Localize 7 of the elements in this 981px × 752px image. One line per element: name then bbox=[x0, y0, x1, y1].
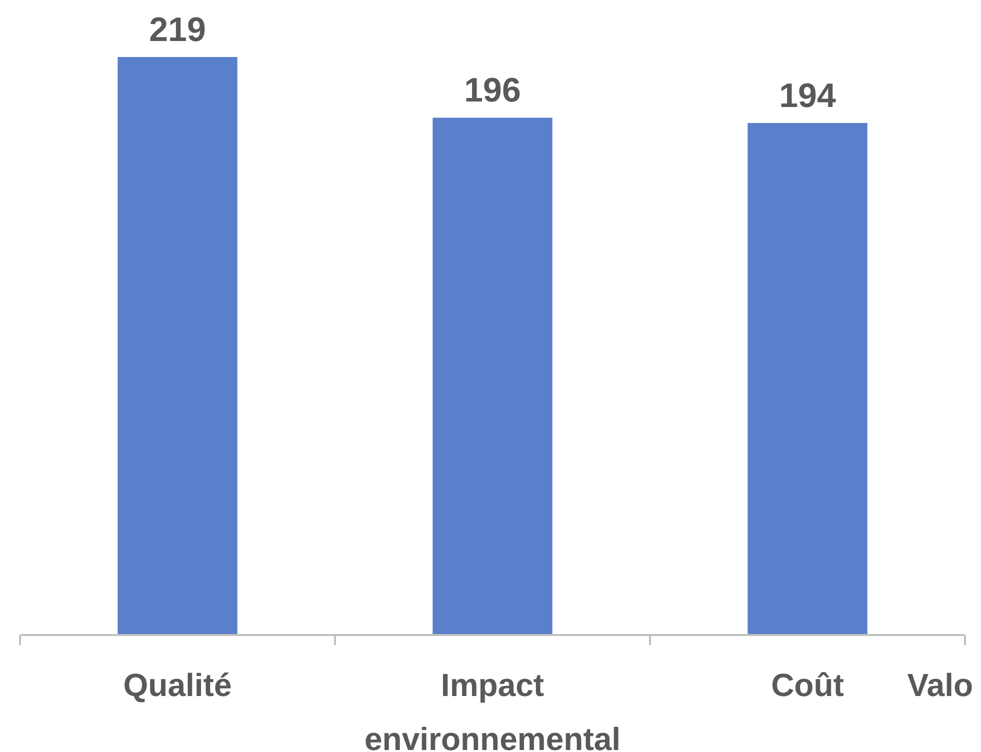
x-tick-label: Coût bbox=[771, 667, 844, 703]
data-label: 196 bbox=[464, 72, 521, 110]
x-tick-label: Qualité bbox=[123, 667, 232, 703]
x-tick-label: Impact environnemental bbox=[364, 667, 621, 752]
text: Valo bbox=[907, 667, 973, 703]
data-label: 194 bbox=[779, 76, 836, 115]
data-label: 219 bbox=[149, 11, 206, 49]
